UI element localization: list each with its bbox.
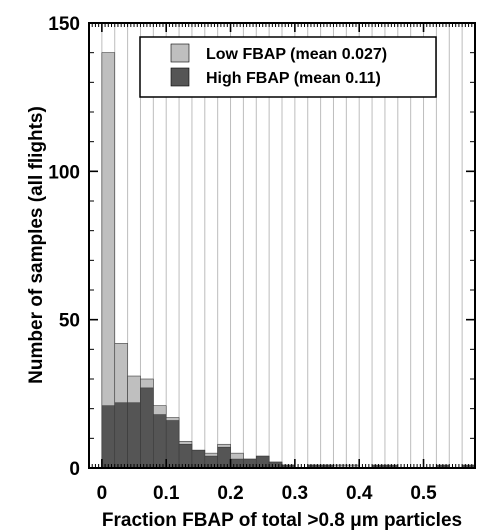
y-tick-label: 0 bbox=[69, 459, 80, 480]
y-tick-labels: 0 50 100 150 bbox=[48, 14, 80, 480]
legend-swatch-low bbox=[170, 43, 190, 63]
x-tick-label: 0.4 bbox=[346, 483, 373, 504]
high-fbap-bar bbox=[101, 405, 116, 469]
legend-box bbox=[139, 36, 437, 98]
high-fbap-bar bbox=[140, 387, 154, 469]
x-tick-label: 0 bbox=[97, 483, 108, 504]
legend-label-low: Low FBAP (mean 0.027) bbox=[206, 46, 387, 63]
high-fbap-bar bbox=[165, 420, 180, 469]
x-tick-labels: 0 0.1 0.2 0.3 0.4 0.5 bbox=[97, 483, 438, 504]
y-tick-label: 50 bbox=[59, 311, 80, 332]
legend-swatch-high bbox=[170, 67, 190, 87]
y-axis-title: Number of samples (all flights) bbox=[26, 106, 47, 384]
legend-label-high: High FBAP (mean 0.11) bbox=[206, 70, 381, 87]
high-fbap-bar bbox=[114, 402, 128, 469]
high-fbap-series bbox=[101, 387, 476, 469]
axis-ticks bbox=[88, 22, 476, 469]
x-tick-label: 0.1 bbox=[153, 483, 180, 504]
y-tick-label: 100 bbox=[48, 162, 80, 183]
x-tick-label: 0.3 bbox=[282, 483, 308, 504]
x-tick-label: 0.5 bbox=[410, 483, 437, 504]
high-fbap-bar bbox=[127, 402, 141, 469]
x-tick-label: 0.2 bbox=[217, 483, 243, 504]
y-tick-label: 150 bbox=[48, 14, 80, 35]
x-axis-title: Fraction FBAP of total >0.8 μm particles bbox=[102, 510, 462, 531]
legend: Low FBAP (mean 0.027) High FBAP (mean 0.… bbox=[139, 36, 437, 98]
high-fbap-bar bbox=[153, 414, 167, 469]
